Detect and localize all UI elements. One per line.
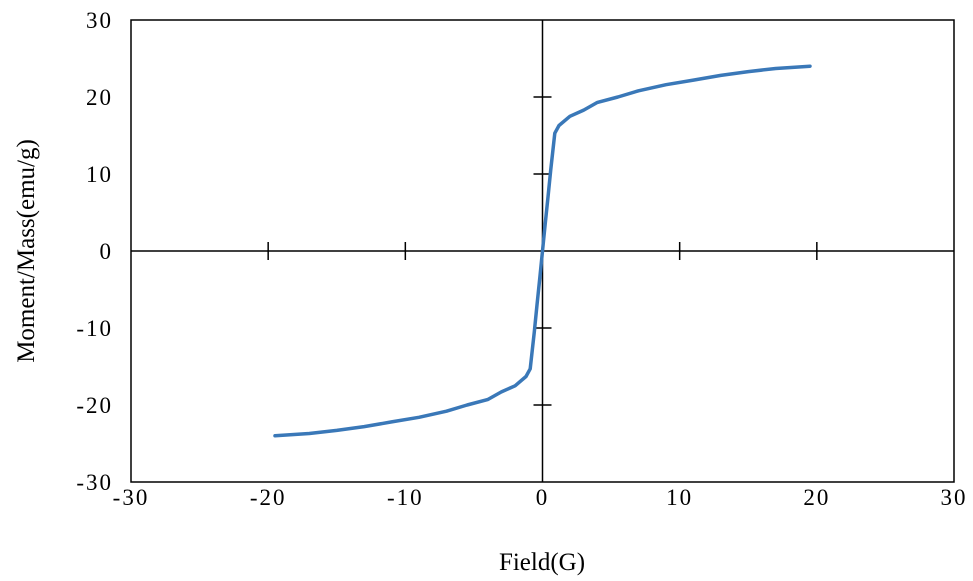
y-tick-label: 0: [100, 239, 114, 264]
x-tick-label: -10: [387, 485, 424, 510]
series-line: [273, 64, 812, 438]
series-group: [273, 64, 812, 438]
x-tick-labels: -30 -20 -10 0 10 20 30: [113, 485, 968, 510]
y-tick-label: -20: [76, 393, 113, 418]
y-tick-label: -10: [76, 316, 113, 341]
x-tick-label: 30: [941, 485, 968, 510]
tick-marks: [267, 96, 818, 406]
x-tick-label: -20: [250, 485, 287, 510]
y-tick-labels: 30 20 10 0 -10 -20 -30: [76, 8, 114, 495]
x-tick-label: 0: [536, 485, 550, 510]
x-axis-title: Field(G): [499, 549, 585, 576]
y-tick-label: -30: [76, 470, 113, 495]
y-tick-label: 30: [86, 8, 113, 33]
y-tick-label: 20: [86, 85, 113, 110]
x-tick-label: -30: [113, 485, 150, 510]
x-tick-label: 20: [803, 485, 830, 510]
x-tick-label: 10: [666, 485, 693, 510]
y-axis-title: Moment/Mass(emu/g): [13, 139, 40, 363]
y-tick-label: 10: [86, 162, 113, 187]
